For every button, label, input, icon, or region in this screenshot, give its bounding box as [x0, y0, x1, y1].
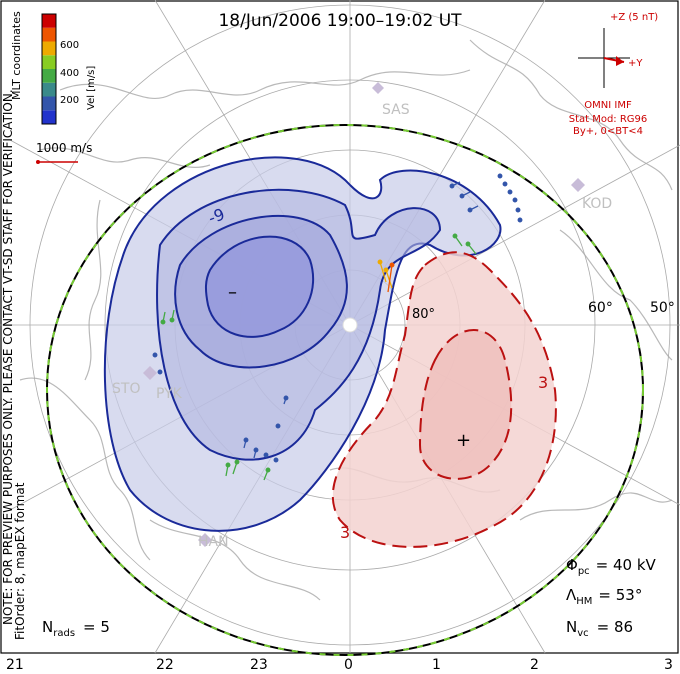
imf-z-label: +Z (5 nT) [610, 12, 658, 23]
pos-contour-inner [418, 329, 513, 480]
color-bar-border [41, 13, 57, 125]
color-bar-tick-200: 200 [60, 95, 79, 106]
color-bar [41, 13, 57, 125]
imf-y-label: +Y [628, 58, 643, 69]
color-bar-segment [42, 96, 56, 111]
lat-label-80: 80° [412, 307, 435, 322]
color-bar-segment [42, 110, 56, 124]
mlt-tick-21: 21 [6, 657, 24, 673]
potential-minimum-mark: – [228, 282, 237, 303]
mlt-tick-1: 1 [432, 657, 441, 673]
potential-maximum-mark: + [456, 430, 471, 451]
map-title: 18/Jun/2006 19:00–19:02 UT [218, 11, 462, 31]
mlt-tick-23: 23 [250, 657, 268, 673]
color-bar-segment [42, 41, 56, 56]
lambda-hm-stat: ΛHM = 53° [566, 586, 642, 607]
mlt-tick-3: 3 [664, 657, 673, 673]
imf-model: Stat Mod: RG96 [569, 114, 648, 125]
color-bar-segment [42, 14, 56, 28]
imf-condition: By+, 0<BT<4 [573, 126, 643, 137]
station-kod: KOD [582, 196, 612, 212]
preview-note: NOTE: FOR PREVIEW PURPOSES ONLY. PLEASE … [1, 89, 15, 625]
fit-order-label: FitOrder: 8, mapEX format [13, 482, 27, 640]
imf-clock [578, 28, 630, 88]
coordinate-system-label: MLT coordinates [10, 11, 23, 100]
station-pyk: PYK [156, 386, 183, 402]
n-rads-stat: Nrads = 5 [42, 618, 110, 639]
radar-station-markers [143, 82, 585, 547]
color-bar-segment [42, 69, 56, 83]
velocity-vectors [152, 173, 523, 481]
positive-potential-cell [331, 251, 557, 548]
n-vc-stat: Nvc = 86 [566, 618, 633, 639]
phi-pc-stat: Φpc = 40 kV [566, 556, 657, 577]
neg-contour-label: -9 [206, 204, 227, 227]
mlt-tick-0: 0 [344, 657, 353, 673]
mlt-tick-2: 2 [530, 657, 539, 673]
pos-contour-label: 3 [340, 523, 350, 542]
station-han: HAN [198, 534, 229, 550]
negative-potential-cell [103, 156, 502, 532]
station-sas: SAS [382, 102, 410, 118]
lat-label-60: 60° [588, 300, 613, 316]
color-bar-segment [42, 27, 56, 42]
lat-label-50: 50° [650, 300, 675, 316]
pos-contour-label-2: 3 [538, 373, 548, 392]
color-bar-segment [42, 55, 56, 69]
color-bar-label: Vel [m/s] [86, 66, 97, 110]
hm-boundary-dash [46, 124, 644, 656]
station-sto: STO [112, 381, 140, 397]
mlt-tick-22: 22 [156, 657, 174, 673]
pole-marker [342, 317, 358, 333]
neg-contour-4 [204, 235, 315, 338]
color-bar-tick-400: 400 [60, 68, 79, 79]
color-bar-segment [42, 82, 56, 97]
velocity-scale-label: 1000 m/s [36, 141, 92, 155]
imf-source: OMNI IMF [584, 100, 632, 111]
color-bar-tick-600: 600 [60, 40, 79, 51]
velocity-scale-vector [36, 160, 78, 164]
